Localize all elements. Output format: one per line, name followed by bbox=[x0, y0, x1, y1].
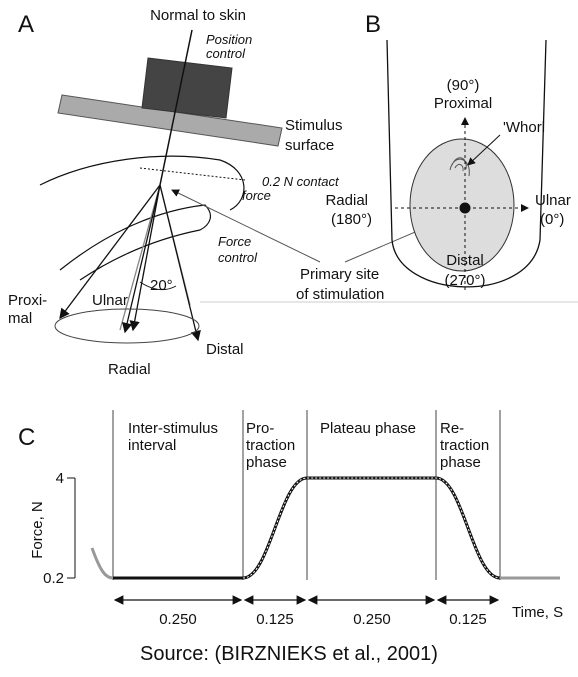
phase-label: Re- bbox=[440, 420, 464, 437]
phase-label: interval bbox=[128, 437, 176, 454]
label: Proxi- bbox=[8, 292, 47, 309]
label: 'Whorl bbox=[503, 119, 545, 136]
label: Radial bbox=[325, 192, 368, 209]
panel-c-drawing bbox=[67, 410, 560, 605]
label: Position bbox=[206, 32, 252, 47]
label: Force bbox=[218, 234, 251, 249]
label: force bbox=[242, 188, 271, 203]
label: of stimulation bbox=[296, 286, 384, 303]
duration-label: 0.250 bbox=[353, 611, 391, 628]
label: mal bbox=[8, 310, 32, 327]
label: Ulnar bbox=[92, 292, 128, 309]
label: Proximal bbox=[434, 95, 492, 112]
duration-label: 0.125 bbox=[256, 611, 294, 628]
phase-label: phase bbox=[440, 454, 481, 471]
phase-label: Pro- bbox=[246, 420, 274, 437]
panel-label: B bbox=[365, 11, 381, 38]
label: Stimulus bbox=[285, 117, 343, 134]
label: (180°) bbox=[331, 211, 372, 228]
panel-b-drawing bbox=[386, 39, 547, 290]
label: Normal to skin bbox=[150, 7, 246, 24]
label: surface bbox=[285, 137, 334, 154]
source-caption: Source: (BIRZNIEKS et al., 2001) bbox=[140, 643, 438, 665]
panel-label: C bbox=[18, 424, 35, 451]
label: Ulnar bbox=[535, 192, 571, 209]
panel-a-drawing bbox=[39, 29, 578, 344]
label: control bbox=[218, 250, 258, 265]
label: Distal bbox=[446, 252, 484, 269]
label: (270°) bbox=[444, 272, 485, 289]
label: Primary site bbox=[300, 266, 379, 283]
label: control bbox=[206, 46, 246, 61]
label: 0.2 N contact bbox=[262, 174, 340, 189]
tick-label: 4 bbox=[56, 470, 64, 487]
phase-label: Inter-stimulus bbox=[128, 420, 218, 437]
phase-label: traction bbox=[246, 437, 295, 454]
label: (90°) bbox=[447, 77, 480, 94]
duration-label: 0.250 bbox=[159, 611, 197, 628]
label: (0°) bbox=[540, 211, 564, 228]
phase-label: traction bbox=[440, 437, 489, 454]
panel-label: A bbox=[18, 11, 34, 38]
phase-label: phase bbox=[246, 454, 287, 471]
axis-label: Time, S bbox=[512, 604, 563, 621]
label: Radial bbox=[108, 361, 151, 378]
label: 20° bbox=[150, 277, 173, 294]
label: Distal bbox=[206, 341, 244, 358]
duration-label: 0.125 bbox=[449, 611, 487, 628]
axis-label: Force, N bbox=[29, 501, 46, 559]
tick-label: 0.2 bbox=[43, 570, 64, 587]
phase-label: Plateau phase bbox=[320, 420, 416, 437]
